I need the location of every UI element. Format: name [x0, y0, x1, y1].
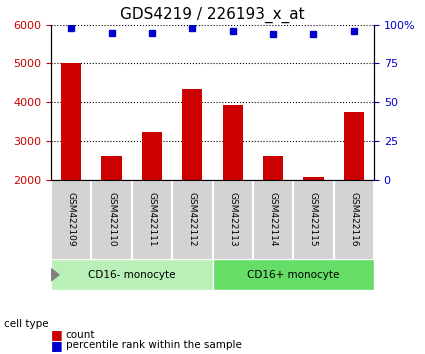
Bar [182, 88, 202, 179]
Text: GSM422109: GSM422109 [67, 192, 76, 246]
Bar [303, 177, 323, 179]
Polygon shape [51, 269, 59, 281]
Text: GSM422110: GSM422110 [107, 192, 116, 246]
Text: GSM422116: GSM422116 [349, 192, 358, 246]
Bar [142, 132, 162, 179]
Bar [344, 112, 364, 179]
Text: GSM422112: GSM422112 [188, 192, 197, 246]
Bar [102, 156, 122, 179]
FancyBboxPatch shape [51, 259, 212, 290]
Text: count: count [66, 330, 95, 339]
Bar [223, 105, 243, 179]
Text: GSM422113: GSM422113 [228, 192, 237, 246]
Text: cell type: cell type [4, 319, 49, 329]
Bar [61, 63, 81, 179]
FancyBboxPatch shape [212, 259, 374, 290]
Text: CD16+ monocyte: CD16+ monocyte [247, 270, 340, 280]
Text: GSM422114: GSM422114 [269, 192, 278, 246]
Text: ■: ■ [51, 328, 63, 341]
Text: percentile rank within the sample: percentile rank within the sample [66, 340, 242, 350]
Title: GDS4219 / 226193_x_at: GDS4219 / 226193_x_at [120, 7, 305, 23]
Text: ■: ■ [51, 339, 63, 352]
Bar [263, 156, 283, 179]
Text: GSM422115: GSM422115 [309, 192, 318, 246]
Text: GSM422111: GSM422111 [147, 192, 156, 246]
Text: CD16- monocyte: CD16- monocyte [88, 270, 176, 280]
